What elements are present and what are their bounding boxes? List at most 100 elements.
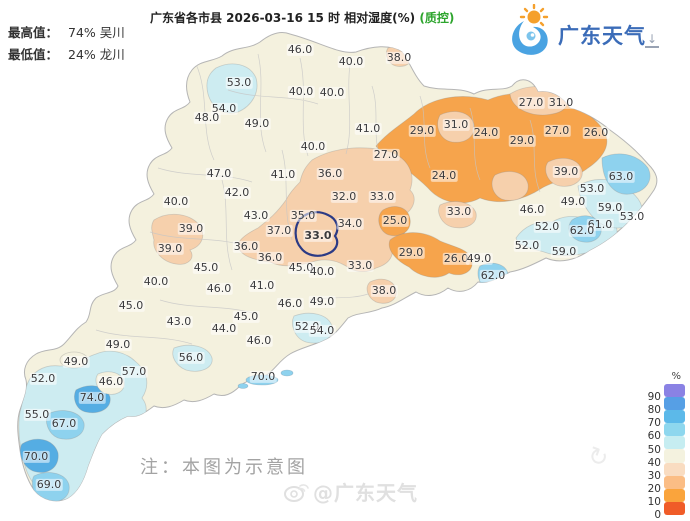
region-value-label: 39.0 bbox=[156, 241, 184, 256]
region-value-label: 40.0 bbox=[318, 85, 346, 100]
region-value-label: 25.0 bbox=[381, 213, 409, 228]
region-value-label: 33.0 bbox=[346, 258, 374, 273]
region-value-label: 59.0 bbox=[596, 200, 624, 215]
region-value-label: 54.0 bbox=[308, 323, 336, 338]
region-value-label: 27.0 bbox=[517, 95, 545, 110]
region-value-label: 26.0 bbox=[582, 125, 610, 140]
download-icon[interactable]: ↓ bbox=[645, 32, 659, 48]
region-value-label: 62.0 bbox=[479, 268, 507, 283]
region-value-label: 42.0 bbox=[223, 185, 251, 200]
region-value-label: 47.0 bbox=[205, 166, 233, 181]
region-value-label: 59.0 bbox=[550, 244, 578, 259]
page-title: 广东省各市县 2026-03-16 15 时 相对湿度(%) (质控) bbox=[150, 9, 454, 26]
region-value-label: 29.0 bbox=[397, 245, 425, 260]
region-value-label: 41.0 bbox=[248, 278, 276, 293]
region-value-label: 62.0 bbox=[568, 223, 596, 238]
region-value-label: 41.0 bbox=[354, 121, 382, 136]
weibo-eye-icon bbox=[284, 483, 309, 502]
region-value-label: 27.0 bbox=[543, 123, 571, 138]
region-value-label: 36.0 bbox=[316, 166, 344, 181]
region-value-label: 53.0 bbox=[578, 181, 606, 196]
region-value-label: 46.0 bbox=[518, 202, 546, 217]
min-label: 最低值： bbox=[8, 47, 59, 62]
legend-swatch bbox=[664, 462, 685, 476]
max-label: 最高值： bbox=[8, 25, 59, 40]
region-value-label: 74.0 bbox=[78, 390, 106, 405]
region-value-label: 49.0 bbox=[559, 194, 587, 209]
region-value-label: 56.0 bbox=[177, 350, 205, 365]
region-value-label: 53.0 bbox=[618, 209, 646, 224]
region-value-label: 52.0 bbox=[29, 371, 57, 386]
title-text: 广东省各市县 2026-03-16 15 时 相对湿度(%) bbox=[150, 11, 416, 25]
region-value-label: 33.0 bbox=[303, 228, 333, 243]
sun-swirl-icon bbox=[512, 4, 549, 55]
region-value-label: 29.0 bbox=[508, 133, 536, 148]
region-value-label: 29.0 bbox=[408, 123, 436, 138]
region-value-label: 43.0 bbox=[165, 314, 193, 329]
region-value-label: 38.0 bbox=[385, 50, 413, 65]
legend-tick-label: 60 bbox=[647, 430, 661, 443]
region-value-label: 40.0 bbox=[299, 139, 327, 154]
color-legend: % 90 80 70 60 50 40 30 20 10 0 bbox=[646, 371, 688, 521]
region-value-label: 46.0 bbox=[245, 333, 273, 348]
region-value-label: 40.0 bbox=[337, 54, 365, 69]
region-value-label: 67.0 bbox=[50, 416, 78, 431]
legend-swatch bbox=[664, 423, 685, 437]
region-value-label: 40.0 bbox=[287, 84, 315, 99]
region-value-label: 40.0 bbox=[162, 194, 190, 209]
legend-tick-label: 70 bbox=[647, 417, 661, 430]
region-value-label: 48.0 bbox=[193, 110, 221, 125]
region-value-label: 24.0 bbox=[430, 168, 458, 183]
region-value-label: 39.0 bbox=[177, 221, 205, 236]
max-value-row: 最高值： 74% 吴川 bbox=[8, 22, 125, 44]
legend-swatch bbox=[664, 488, 685, 502]
region-value-label: 70.0 bbox=[22, 449, 50, 464]
region-value-label: 45.0 bbox=[192, 260, 220, 275]
watermark: @广东天气 bbox=[283, 477, 418, 506]
region-value-label: 26.0 bbox=[442, 251, 470, 266]
region-value-label: 49.0 bbox=[308, 294, 336, 309]
legend-swatch bbox=[664, 410, 685, 424]
region-value-label: 37.0 bbox=[265, 223, 293, 238]
legend-tick-label: 20 bbox=[647, 482, 661, 495]
region-value-label: 36.0 bbox=[256, 250, 284, 265]
legend-unit: % bbox=[671, 371, 681, 382]
region-value-label: 49.0 bbox=[62, 354, 90, 369]
legend-swatch bbox=[664, 475, 685, 489]
region-value-label: 69.0 bbox=[35, 477, 63, 492]
region-value-label: 34.0 bbox=[336, 216, 364, 231]
legend-tick-label: 10 bbox=[647, 495, 661, 508]
region-value-label: 31.0 bbox=[442, 117, 470, 132]
region-value-label: 70.0 bbox=[249, 369, 277, 384]
region-value-label: 49.0 bbox=[104, 337, 132, 352]
region-value-label: 52.0 bbox=[513, 238, 541, 253]
legend-swatch bbox=[664, 436, 685, 450]
region-value-label: 35.0 bbox=[289, 208, 317, 223]
min-value: 24% 龙川 bbox=[68, 47, 125, 62]
max-value: 74% 吴川 bbox=[68, 25, 125, 40]
watermark-text: @广东天气 bbox=[313, 481, 418, 505]
legend-tick-label: 40 bbox=[647, 456, 661, 469]
region-value-label: 46.0 bbox=[276, 296, 304, 311]
gdweather-logo: 广东天气 bbox=[504, 4, 646, 56]
legend-tick-label: 30 bbox=[647, 469, 661, 482]
region-value-label: 45.0 bbox=[287, 260, 315, 275]
region-value-label: 45.0 bbox=[117, 298, 145, 313]
region-value-label: 52.0 bbox=[533, 219, 561, 234]
title-qc-tag: (质控) bbox=[419, 11, 455, 25]
legend-tick-label: 50 bbox=[647, 443, 661, 456]
min-value-row: 最低值： 24% 龙川 bbox=[8, 44, 125, 66]
region-value-label: 31.0 bbox=[547, 95, 575, 110]
region-value-label: 44.0 bbox=[210, 321, 238, 336]
region-value-label: 63.0 bbox=[607, 169, 635, 184]
region-value-label: 24.0 bbox=[472, 125, 500, 140]
region-value-label: 27.0 bbox=[372, 147, 400, 162]
legend-tick-label: 0 bbox=[654, 509, 661, 521]
map-note: 注：本图为示意图 bbox=[140, 457, 308, 478]
region-value-label: 53.0 bbox=[225, 75, 253, 90]
extreme-stats: 最高值： 74% 吴川 最低值： 24% 龙川 bbox=[8, 22, 125, 66]
region-value-label: 45.0 bbox=[232, 309, 260, 324]
